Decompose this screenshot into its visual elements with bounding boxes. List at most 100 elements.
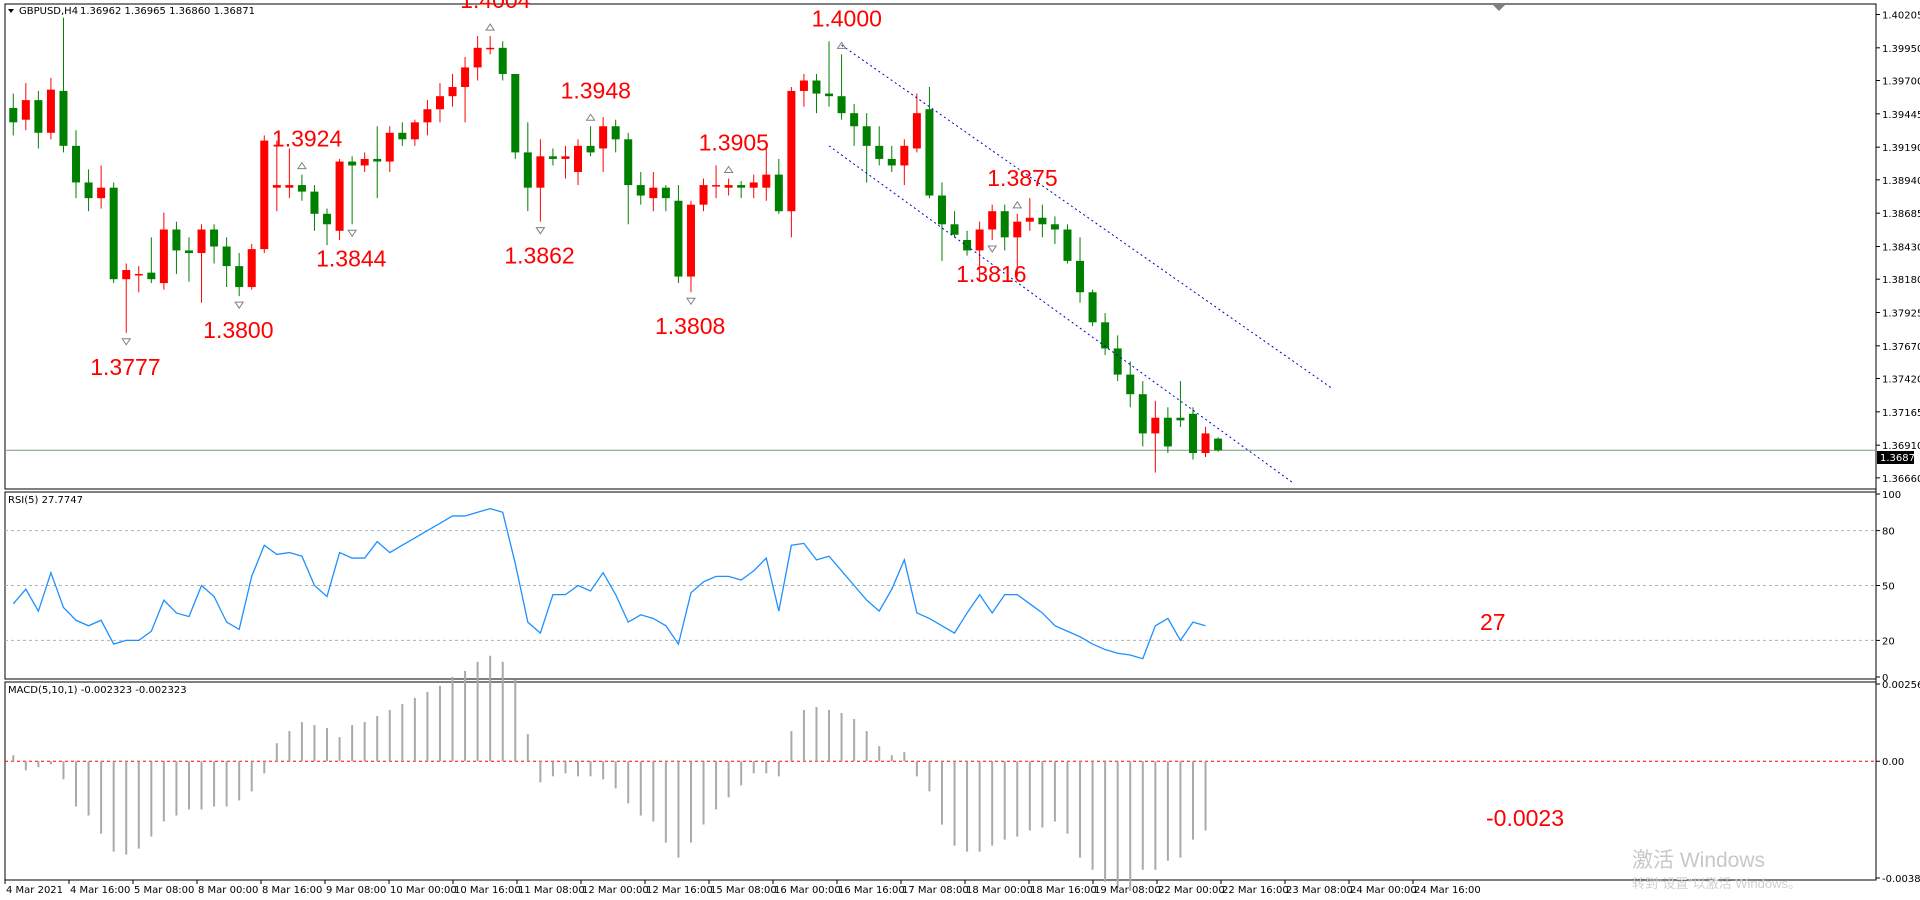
candle[interactable]	[197, 224, 206, 303]
candle[interactable]	[599, 117, 608, 172]
candle[interactable]	[875, 126, 884, 166]
candle[interactable]	[1088, 289, 1097, 327]
candle[interactable]	[1101, 313, 1110, 355]
candle[interactable]	[561, 145, 570, 179]
candle[interactable]	[172, 221, 181, 274]
rsi-line[interactable]	[12, 507, 1206, 660]
candle[interactable]	[1025, 198, 1034, 231]
candle[interactable]	[787, 87, 796, 238]
candle[interactable]	[812, 73, 821, 114]
candle[interactable]	[323, 208, 332, 246]
candle[interactable]	[59, 17, 68, 153]
scroll-marker-icon[interactable]	[1493, 5, 1505, 11]
candle[interactable]	[774, 158, 783, 214]
candle[interactable]	[749, 174, 758, 199]
candle[interactable]	[712, 165, 721, 199]
candle[interactable]	[159, 212, 168, 290]
candle[interactable]	[46, 77, 55, 140]
candle[interactable]	[247, 243, 256, 290]
candle[interactable]	[887, 145, 896, 172]
candle[interactable]	[724, 178, 733, 196]
candle[interactable]	[1138, 381, 1147, 447]
candle[interactable]	[586, 126, 595, 157]
candle[interactable]	[486, 36, 495, 55]
candle[interactable]	[950, 211, 959, 238]
candle[interactable]	[435, 83, 444, 123]
candle[interactable]	[360, 152, 369, 172]
candle[interactable]	[9, 93, 18, 136]
candle[interactable]	[398, 122, 407, 146]
candle[interactable]	[385, 126, 394, 172]
candle[interactable]	[1188, 407, 1197, 460]
candle[interactable]	[72, 130, 81, 199]
collapse-triangle-icon[interactable]	[8, 9, 14, 13]
candle[interactable]	[1050, 216, 1059, 244]
candle[interactable]	[1126, 361, 1135, 408]
candle[interactable]	[1013, 213, 1022, 277]
candle[interactable]	[536, 139, 545, 222]
candle[interactable]	[260, 135, 269, 254]
candle[interactable]	[109, 182, 118, 284]
candle[interactable]	[762, 145, 771, 201]
candle[interactable]	[649, 171, 658, 212]
candle[interactable]	[850, 104, 859, 146]
candle[interactable]	[297, 174, 306, 201]
candle[interactable]	[410, 119, 419, 146]
candle[interactable]	[1038, 204, 1047, 238]
candle[interactable]	[310, 185, 319, 231]
candle[interactable]	[1163, 407, 1172, 454]
candle[interactable]	[699, 178, 708, 212]
candle[interactable]	[624, 132, 633, 225]
candle[interactable]	[837, 54, 846, 120]
candle[interactable]	[335, 158, 344, 240]
candle[interactable]	[1076, 237, 1085, 303]
candle[interactable]	[611, 119, 620, 153]
candle[interactable]	[134, 266, 143, 293]
candle[interactable]	[511, 73, 520, 159]
candle[interactable]	[862, 113, 871, 183]
candle[interactable]	[348, 156, 357, 225]
candle[interactable]	[988, 204, 997, 240]
candle[interactable]	[925, 87, 934, 199]
candle[interactable]	[122, 263, 131, 333]
candle[interactable]	[737, 181, 746, 199]
candle[interactable]	[975, 221, 984, 282]
candle[interactable]	[84, 169, 93, 212]
candle[interactable]	[963, 230, 972, 256]
candle[interactable]	[272, 140, 281, 212]
candle[interactable]	[34, 90, 43, 149]
candle[interactable]	[523, 122, 532, 212]
candle[interactable]	[799, 73, 808, 107]
candle[interactable]	[97, 165, 106, 209]
candle[interactable]	[473, 36, 482, 81]
candle[interactable]	[900, 139, 909, 186]
candle[interactable]	[636, 171, 645, 205]
candle[interactable]	[937, 182, 946, 261]
candle[interactable]	[912, 93, 921, 153]
candle[interactable]	[1113, 335, 1122, 382]
candle[interactable]	[1063, 224, 1072, 264]
candle[interactable]	[825, 41, 834, 107]
candle[interactable]	[222, 237, 231, 288]
candle[interactable]	[235, 253, 244, 297]
candle[interactable]	[461, 56, 470, 123]
candle[interactable]	[373, 126, 382, 199]
candle[interactable]	[1176, 381, 1185, 427]
candle[interactable]	[210, 224, 219, 264]
candle[interactable]	[498, 41, 507, 81]
candle[interactable]	[661, 185, 670, 212]
candle[interactable]	[1151, 400, 1160, 473]
candle[interactable]	[423, 100, 432, 136]
candle[interactable]	[285, 148, 294, 199]
candle[interactable]	[1201, 426, 1210, 457]
candle[interactable]	[448, 73, 457, 107]
candle[interactable]	[686, 200, 695, 293]
candle[interactable]	[574, 139, 583, 186]
candle[interactable]	[147, 237, 156, 284]
candle[interactable]	[548, 148, 557, 166]
candle[interactable]	[1000, 204, 1009, 251]
candle[interactable]	[184, 237, 193, 282]
candle[interactable]	[674, 185, 683, 284]
candle[interactable]	[21, 83, 30, 131]
